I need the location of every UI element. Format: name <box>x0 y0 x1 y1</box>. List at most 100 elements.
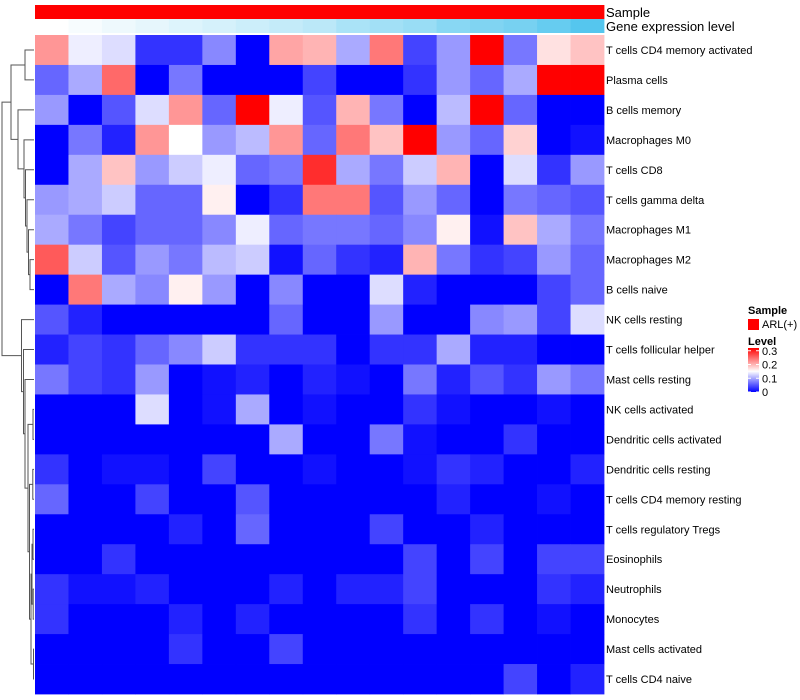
heatmap-cell <box>503 634 538 665</box>
row-dendrogram <box>1 49 34 680</box>
heatmap-cell <box>168 454 203 485</box>
row-label: NK cells activated <box>606 404 693 416</box>
heatmap-cell <box>436 184 471 216</box>
heatmap-cell <box>403 484 438 515</box>
heatmap-cell <box>35 484 69 515</box>
heatmap-cell <box>202 64 237 96</box>
heatmap-cell <box>68 424 103 455</box>
row-label: Dendritic cells resting <box>606 464 711 476</box>
heatmap-cell <box>135 544 170 575</box>
heatmap-cell <box>302 544 337 575</box>
heatmap-cell <box>470 35 504 66</box>
heatmap-cell <box>101 394 136 425</box>
heatmap-cell <box>68 364 103 395</box>
heatmap-cell <box>269 94 304 126</box>
heatmap-cell <box>336 334 371 365</box>
heatmap-cell <box>403 544 438 575</box>
heatmap-cell <box>168 304 203 335</box>
heatmap-cell <box>470 124 504 156</box>
gene-expression-annotation-cell <box>202 19 237 33</box>
heatmap-cell <box>537 574 571 605</box>
heatmap-cell <box>35 35 69 66</box>
heatmap-cell <box>235 124 270 156</box>
heatmap-cell <box>436 454 471 485</box>
heatmap-cell <box>436 124 471 156</box>
heatmap-cell <box>168 394 203 425</box>
heatmap-cell <box>369 274 404 305</box>
row-label: Monocytes <box>606 614 660 626</box>
heatmap-cell <box>403 64 438 96</box>
heatmap-cell <box>68 304 103 335</box>
heatmap-cell <box>403 184 438 216</box>
heatmap-cell <box>68 64 103 96</box>
heatmap-cell <box>168 274 203 305</box>
heatmap-cell <box>503 394 538 425</box>
heatmap-cell <box>436 604 471 635</box>
heatmap-cell <box>135 94 170 126</box>
heatmap-cell <box>68 214 103 246</box>
legend-tick-label: 0.3 <box>762 346 777 358</box>
heatmap-cell <box>336 394 371 425</box>
heatmap-cell <box>168 124 203 156</box>
heatmap-cell <box>537 124 571 156</box>
heatmap-cell <box>470 394 504 425</box>
heatmap-cell <box>235 304 270 335</box>
sample-annotation-cell <box>369 5 404 19</box>
heatmap-cell <box>269 304 304 335</box>
heatmap-cell <box>101 544 136 575</box>
heatmap-cell <box>269 244 304 276</box>
sample-annotation-cell <box>403 5 438 19</box>
row-label: Macrophages M2 <box>606 255 691 267</box>
heatmap-cell <box>302 124 337 156</box>
heatmap-cell <box>168 574 203 605</box>
row-label: T cells regulatory Tregs <box>606 524 721 536</box>
heatmap-cell <box>35 514 69 545</box>
heatmap-cell <box>35 604 69 635</box>
heatmap-cell <box>369 544 404 575</box>
heatmap-cell <box>235 604 270 635</box>
heatmap-cell <box>403 35 438 66</box>
heatmap-cell <box>101 424 136 455</box>
heatmap-cell <box>570 274 605 305</box>
heatmap-cell <box>35 184 69 216</box>
heatmap-cell <box>537 604 571 635</box>
legend-tick-label: 0.2 <box>762 360 777 372</box>
heatmap-cell <box>570 154 605 186</box>
gene-expression-annotation-cell <box>470 19 504 33</box>
heatmap-cell <box>369 244 404 276</box>
heatmap-cell <box>35 634 69 665</box>
heatmap-cell <box>570 124 605 156</box>
heatmap-cell <box>235 634 270 665</box>
heatmap-cell <box>336 454 371 485</box>
heatmap-cell <box>168 64 203 96</box>
heatmap-cell <box>570 364 605 395</box>
heatmap-cell <box>168 364 203 395</box>
heatmap-cell <box>35 274 69 305</box>
heatmap-cell <box>503 154 538 186</box>
gene-expression-annotation-cell <box>168 19 203 33</box>
heatmap-cell <box>503 304 538 335</box>
heatmap-cell <box>202 634 237 665</box>
row-label: B cells memory <box>606 105 682 117</box>
heatmap-cell <box>302 334 337 365</box>
legend-swatch-arl <box>748 319 759 330</box>
heatmap-cell <box>336 664 371 695</box>
heatmap-cell <box>269 454 304 485</box>
sample-annotation-cell <box>302 5 337 19</box>
dendrogram-branch <box>1 101 22 357</box>
heatmap-cell <box>503 214 538 246</box>
heatmap-cell <box>403 664 438 695</box>
heatmap-cell <box>369 604 404 635</box>
heatmap-cell <box>68 664 103 695</box>
heatmap-cell <box>35 364 69 395</box>
heatmap-cell <box>35 334 69 365</box>
legend-tick-label: 0 <box>762 387 768 399</box>
heatmap-cell <box>436 394 471 425</box>
heatmap-cell <box>202 484 237 515</box>
heatmap-cell <box>35 454 69 485</box>
heatmap-cell <box>369 664 404 695</box>
heatmap-cell <box>101 64 136 96</box>
heatmap-cell <box>436 94 471 126</box>
heatmap-cell <box>135 124 170 156</box>
heatmap-cell <box>101 634 136 665</box>
